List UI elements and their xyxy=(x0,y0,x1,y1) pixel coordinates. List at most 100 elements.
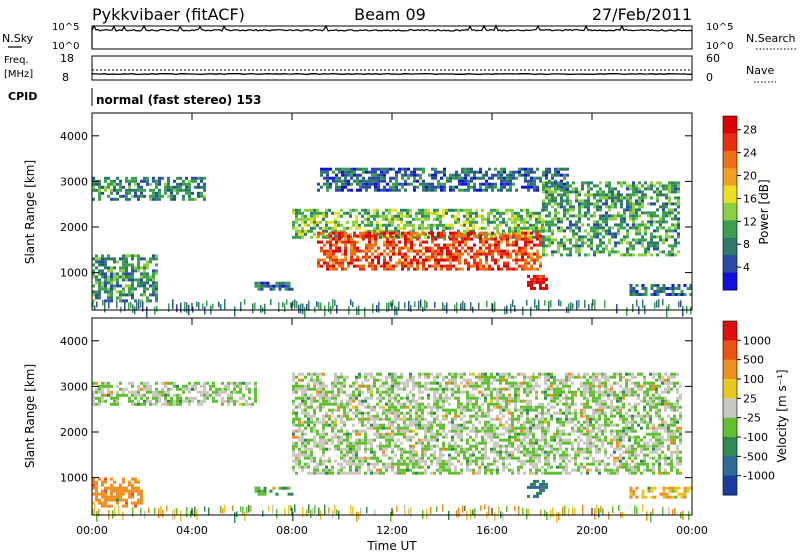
velocity-cell xyxy=(143,387,146,391)
power-cell xyxy=(332,264,335,268)
velocity-cell xyxy=(403,426,406,430)
power-cell xyxy=(578,244,581,248)
power-cell xyxy=(442,223,445,227)
power-cell xyxy=(424,235,427,239)
velocity-cell xyxy=(346,414,349,418)
power-cell xyxy=(557,220,560,224)
power-cell xyxy=(124,300,126,312)
power-cell xyxy=(539,264,542,268)
power-cell xyxy=(176,182,179,186)
power-cell xyxy=(395,179,398,183)
velocity-cell xyxy=(358,408,361,412)
power-cell xyxy=(332,237,335,241)
power-cell xyxy=(398,182,401,186)
velocity-cell xyxy=(502,393,505,397)
power-cell xyxy=(560,241,563,245)
power-cell xyxy=(422,179,425,183)
power-cell xyxy=(629,241,632,245)
velocity-cell xyxy=(445,381,448,385)
power-cell xyxy=(521,246,524,250)
power-cell xyxy=(500,167,503,171)
power-cell xyxy=(644,196,647,200)
velocity-cell xyxy=(466,396,469,400)
velocity-cell xyxy=(307,372,310,376)
power-cell xyxy=(202,303,204,310)
power-cell xyxy=(349,232,352,236)
power-cell xyxy=(374,234,377,238)
power-cell xyxy=(581,238,584,242)
velocity-cell xyxy=(406,438,409,442)
power-cell xyxy=(635,284,639,287)
power-cell xyxy=(344,170,347,174)
power-cell xyxy=(538,229,541,233)
power-cell xyxy=(584,235,587,239)
power-cell xyxy=(551,190,554,194)
power-cell xyxy=(143,176,146,180)
power-cell xyxy=(128,188,131,192)
velocity-cell xyxy=(257,492,261,496)
power-cell xyxy=(317,261,320,265)
velocity-cell xyxy=(361,459,364,463)
power-cell xyxy=(620,220,623,224)
power-cell xyxy=(362,255,365,259)
power-cell xyxy=(526,226,529,230)
velocity-cell xyxy=(508,399,511,403)
velocity-cell xyxy=(331,390,334,394)
power-cell xyxy=(470,264,473,268)
power-cell xyxy=(404,252,407,256)
power-cell xyxy=(338,258,341,262)
power-cell xyxy=(572,214,575,218)
power-cell xyxy=(611,214,614,218)
power-cell xyxy=(374,185,377,189)
power-cell xyxy=(394,217,397,221)
velocity-cell xyxy=(92,486,95,490)
power-cell xyxy=(421,217,424,221)
velocity-cell xyxy=(248,396,251,400)
velocity-cell xyxy=(101,393,104,397)
power-cell xyxy=(131,266,134,270)
power-cell xyxy=(374,176,377,180)
velocity-cell xyxy=(469,417,472,421)
power-cell xyxy=(503,264,506,268)
power-cell xyxy=(548,193,551,197)
velocity-cell xyxy=(200,402,203,406)
power-cell xyxy=(310,208,313,212)
power-cell xyxy=(587,196,590,200)
velocity-cell xyxy=(221,381,224,385)
power-cell xyxy=(674,223,677,227)
velocity-cell xyxy=(466,408,469,412)
power-cell xyxy=(452,173,455,177)
velocity-cell xyxy=(490,468,493,472)
velocity-cell xyxy=(101,495,104,499)
velocity-cell xyxy=(412,399,415,403)
power-cell xyxy=(425,185,428,189)
power-cell xyxy=(451,214,454,218)
power-cell xyxy=(526,235,529,239)
power-cell xyxy=(331,220,334,224)
power-cell xyxy=(560,217,563,221)
velocity-cell xyxy=(484,465,487,469)
power-cell xyxy=(461,267,464,271)
power-cell xyxy=(464,237,467,241)
power-cell xyxy=(113,185,116,189)
velocity-cell xyxy=(385,375,388,379)
power-cell xyxy=(326,182,329,186)
power-cell xyxy=(386,237,389,241)
power-cell xyxy=(422,240,425,244)
power-cell xyxy=(407,261,410,265)
velocity-cell xyxy=(319,438,322,442)
velocity-cell xyxy=(239,387,242,391)
power-cell xyxy=(569,214,572,218)
power-cell xyxy=(605,214,608,218)
velocity-cell xyxy=(358,372,361,376)
power-cell xyxy=(665,293,669,296)
power-cell xyxy=(383,179,386,183)
power-cell xyxy=(523,226,526,230)
velocity-cell xyxy=(487,402,490,406)
velocity-cell xyxy=(331,393,334,397)
power-cell xyxy=(107,182,110,186)
power-cell xyxy=(572,229,575,233)
velocity-cell xyxy=(304,411,307,415)
power-cell xyxy=(422,182,425,186)
power-cell xyxy=(584,202,587,206)
